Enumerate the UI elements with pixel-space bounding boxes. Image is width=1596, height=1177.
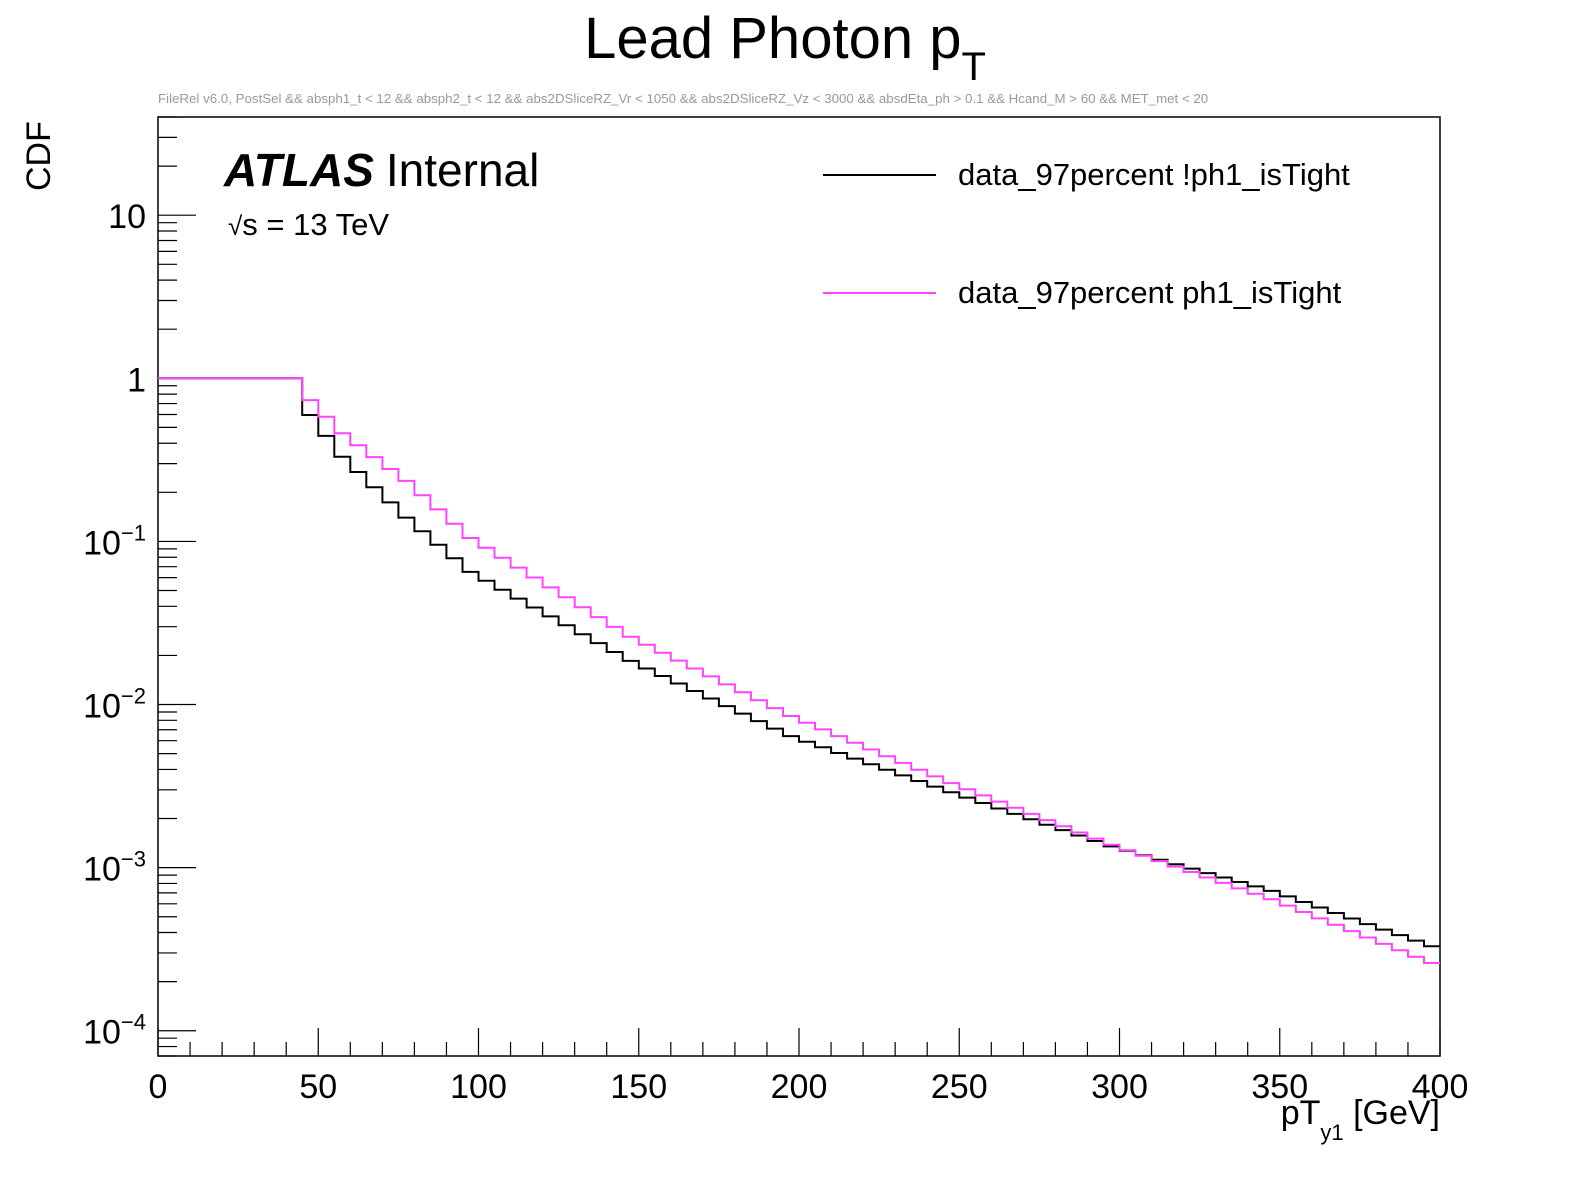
x-tick-label: 50 xyxy=(299,1068,337,1106)
atlas-label: ATLAS Internal xyxy=(223,144,539,196)
series-line-1 xyxy=(158,377,1440,948)
series-layer xyxy=(158,377,1440,964)
y-tick-label: 10 xyxy=(108,198,146,236)
x-tick-label: 200 xyxy=(771,1068,828,1106)
x-tick-label: 400 xyxy=(1412,1068,1469,1106)
x-tick-label: 0 xyxy=(149,1068,168,1106)
y-tick-label-exponent: −3 xyxy=(121,847,146,872)
x-axis-label-main: pT xyxy=(1281,1094,1321,1132)
y-tick-label-base: 10 xyxy=(108,198,146,236)
atlas-experiment: ATLAS xyxy=(223,144,374,196)
y-axis-label: CDF xyxy=(20,121,58,191)
y-tick-label-exponent: −1 xyxy=(121,520,146,545)
y-tick-label-base: 1 xyxy=(127,361,146,399)
y-tick-label-base: 10 xyxy=(83,1014,121,1052)
x-tick-label: 300 xyxy=(1091,1068,1148,1106)
y-tick-label-exponent: −2 xyxy=(121,684,146,709)
series-line-2 xyxy=(158,377,1440,964)
sqrt-symbol: √ xyxy=(228,211,243,241)
y-tick-label: 10−3 xyxy=(83,847,146,889)
y-tick-label: 1 xyxy=(127,361,146,399)
chart-subtitle: FileRel v6.0, PostSel && absph1_t < 12 &… xyxy=(158,91,1208,106)
y-tick-label: 10−1 xyxy=(83,520,146,562)
chart-title-subscript: T xyxy=(961,45,985,89)
y-tick-label-base: 10 xyxy=(83,524,121,562)
y-tick-label-base: 10 xyxy=(83,688,121,726)
atlas-status: Internal xyxy=(386,144,539,196)
axis-ticks: 0 50 100 150 200 250 300 350 40010110−110−210−31… xyxy=(83,116,1469,1106)
y-tick-label-exponent: −4 xyxy=(121,1010,146,1035)
x-tick-label: 350 xyxy=(1251,1068,1308,1106)
x-axis-label-subscript: y1 xyxy=(1320,1120,1343,1145)
legend: data_97percent !ph1_isTight data_97perce… xyxy=(823,157,1350,310)
energy-text: s = 13 TeV xyxy=(242,207,389,242)
x-axis-label-unit: [GeV] xyxy=(1344,1094,1440,1132)
legend-label-1: data_97percent !ph1_isTight xyxy=(958,157,1350,192)
legend-label-2: data_97percent ph1_isTight xyxy=(958,275,1342,310)
energy-label: √s = 13 TeV xyxy=(228,207,389,242)
x-axis-label: pTy1 [GeV] xyxy=(1281,1094,1440,1145)
y-tick-label: 10−4 xyxy=(83,1010,146,1052)
y-tick-label-base: 10 xyxy=(83,851,121,889)
chart-title-main: Lead Photon p xyxy=(584,6,961,71)
chart-title: Lead Photon pT xyxy=(584,6,986,89)
x-tick-label: 150 xyxy=(610,1068,667,1106)
x-tick-label: 250 xyxy=(931,1068,988,1106)
x-tick-label: 100 xyxy=(450,1068,507,1106)
y-tick-label: 10−2 xyxy=(83,684,146,726)
